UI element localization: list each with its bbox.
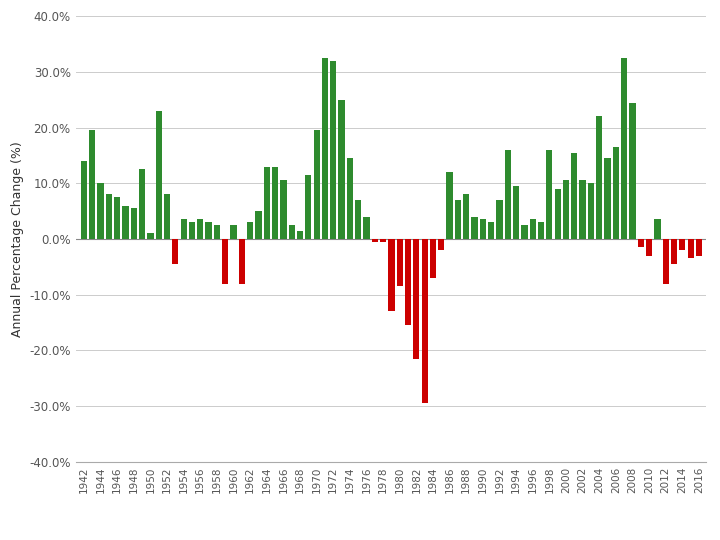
Text: Ag Decision Maker: Ag Decision Maker [533, 491, 709, 508]
Bar [81, 161, 87, 239]
Bar [264, 166, 270, 239]
Bar [662, 239, 669, 284]
Bar [571, 153, 577, 239]
Bar [580, 180, 585, 239]
Bar [654, 219, 660, 239]
Bar [122, 206, 129, 239]
Text: Extension and Outreach/Department of Economics: Extension and Outreach/Department of Eco… [11, 512, 326, 522]
Bar [305, 175, 312, 239]
Bar [139, 170, 145, 239]
Bar [364, 217, 369, 239]
Bar [596, 117, 603, 239]
Bar [97, 183, 104, 239]
Bar [256, 211, 261, 239]
Bar [347, 158, 353, 239]
Bar [588, 183, 594, 239]
Bar [430, 239, 436, 278]
Bar [272, 166, 278, 239]
Bar [172, 239, 179, 264]
Bar [181, 219, 186, 239]
Text: Iowa State University: Iowa State University [11, 480, 227, 498]
Bar [388, 239, 395, 312]
Bar [164, 194, 170, 239]
Bar [488, 222, 495, 239]
Bar [355, 200, 361, 239]
Bar [696, 239, 702, 255]
Title: % Change in Nominal Iowa Farmland
Values 1942-2016: % Change in Nominal Iowa Farmland Values… [161, 0, 620, 4]
Bar [405, 239, 411, 325]
Bar [621, 58, 627, 239]
Bar [230, 225, 237, 239]
Bar [513, 186, 519, 239]
Bar [413, 239, 420, 359]
Bar [205, 222, 212, 239]
Bar [289, 225, 294, 239]
Bar [397, 239, 403, 286]
Bar [613, 147, 619, 239]
Bar [313, 130, 320, 239]
Bar [197, 219, 203, 239]
Bar [688, 239, 694, 259]
Bar [505, 150, 511, 239]
Bar [463, 194, 469, 239]
Bar [380, 239, 386, 242]
Bar [438, 239, 444, 250]
Bar [455, 200, 461, 239]
Bar [530, 219, 536, 239]
Bar [480, 219, 486, 239]
Bar [546, 150, 552, 239]
Bar [629, 103, 636, 239]
Bar [446, 172, 453, 239]
Bar [330, 61, 336, 239]
Bar [604, 158, 611, 239]
Bar [189, 222, 195, 239]
Bar [156, 111, 162, 239]
Y-axis label: Annual Percentage Change (%): Annual Percentage Change (%) [11, 141, 24, 337]
Bar [130, 208, 137, 239]
Bar [554, 189, 561, 239]
Bar [372, 239, 378, 242]
Bar [114, 197, 120, 239]
Bar [239, 239, 245, 284]
Bar [322, 58, 328, 239]
Bar [563, 180, 569, 239]
Bar [297, 231, 303, 239]
Bar [638, 239, 644, 247]
Bar [671, 239, 677, 264]
Bar [106, 194, 112, 239]
Bar [521, 225, 528, 239]
Bar [538, 222, 544, 239]
Bar [472, 217, 477, 239]
Bar [89, 130, 95, 239]
Bar [646, 239, 652, 255]
Bar [338, 100, 345, 239]
Bar [247, 222, 253, 239]
Bar [222, 239, 228, 284]
Bar [679, 239, 685, 250]
Bar [421, 239, 428, 403]
Bar [496, 200, 503, 239]
Bar [148, 233, 153, 239]
Bar [280, 180, 287, 239]
Bar [214, 225, 220, 239]
